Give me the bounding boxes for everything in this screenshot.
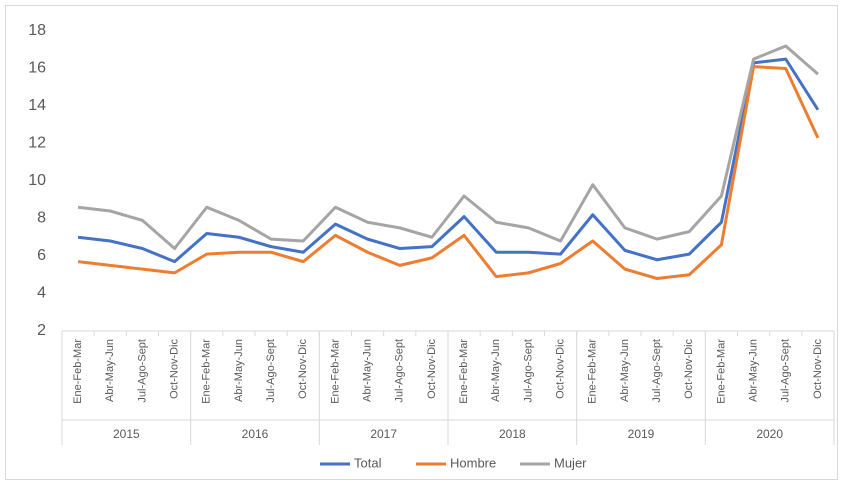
x-tick-label: Jul-Ago-Sept bbox=[136, 339, 148, 403]
x-tick-label: Oct-Nov-Dic bbox=[683, 339, 695, 399]
group-label: 2018 bbox=[499, 427, 526, 441]
x-tick-label: Jul-Ago-Sept bbox=[394, 339, 406, 403]
group-label: 2015 bbox=[113, 427, 140, 441]
y-tick-label: 14 bbox=[28, 97, 46, 114]
x-tick-label: Abr-May-Jun bbox=[233, 339, 245, 402]
x-tick-label: Ene-Feb-Mar bbox=[715, 339, 727, 404]
x-tick-label: Jul-Ago-Sept bbox=[522, 339, 534, 403]
chart-border bbox=[5, 5, 838, 480]
x-tick-label: Abr-May-Jun bbox=[747, 339, 759, 402]
y-tick-label: 8 bbox=[37, 210, 46, 227]
y-tick-label: 2 bbox=[37, 322, 46, 339]
y-tick-label: 10 bbox=[28, 172, 46, 189]
series-line bbox=[77, 57, 820, 264]
x-tick-label: Abr-May-Jun bbox=[619, 339, 631, 402]
x-tick-label: Abr-May-Jun bbox=[361, 339, 373, 402]
legend-label: Mujer bbox=[554, 455, 587, 470]
x-tick-label: Oct-Nov-Dic bbox=[426, 339, 438, 399]
x-tick-label: Jul-Ago-Sept bbox=[265, 339, 277, 403]
y-tick-label: 16 bbox=[28, 60, 46, 77]
x-tick-label: Abr-May-Jun bbox=[490, 339, 502, 402]
x-tick-label: Oct-Nov-Dic bbox=[554, 339, 566, 399]
x-tick-label: Ene-Feb-Mar bbox=[458, 339, 470, 404]
x-tick-label: Ene-Feb-Mar bbox=[72, 339, 84, 404]
x-tick-label: Jul-Ago-Sept bbox=[780, 339, 792, 403]
x-tick-label: Ene-Feb-Mar bbox=[201, 339, 213, 404]
x-tick-label: Ene-Feb-Mar bbox=[329, 339, 341, 404]
group-label: 2016 bbox=[242, 427, 269, 441]
legend-label: Total bbox=[354, 455, 382, 470]
x-tick-label: Abr-May-Jun bbox=[104, 339, 116, 402]
group-label: 2017 bbox=[370, 427, 397, 441]
series-line bbox=[77, 44, 819, 250]
x-tick-label: Oct-Nov-Dic bbox=[297, 339, 309, 399]
legend-label: Hombre bbox=[450, 455, 496, 470]
y-tick-label: 4 bbox=[37, 285, 46, 302]
group-label: 2019 bbox=[628, 427, 655, 441]
series-line bbox=[77, 65, 820, 280]
y-tick-label: 6 bbox=[37, 247, 46, 264]
x-tick-label: Oct-Nov-Dic bbox=[168, 339, 180, 399]
x-tick-label: Oct-Nov-Dic bbox=[812, 339, 824, 399]
x-tick-label: Ene-Feb-Mar bbox=[587, 339, 599, 404]
group-label: 2020 bbox=[756, 427, 783, 441]
x-tick-label: Jul-Ago-Sept bbox=[651, 339, 663, 403]
y-tick-label: 18 bbox=[28, 22, 46, 39]
y-tick-label: 12 bbox=[28, 135, 46, 152]
